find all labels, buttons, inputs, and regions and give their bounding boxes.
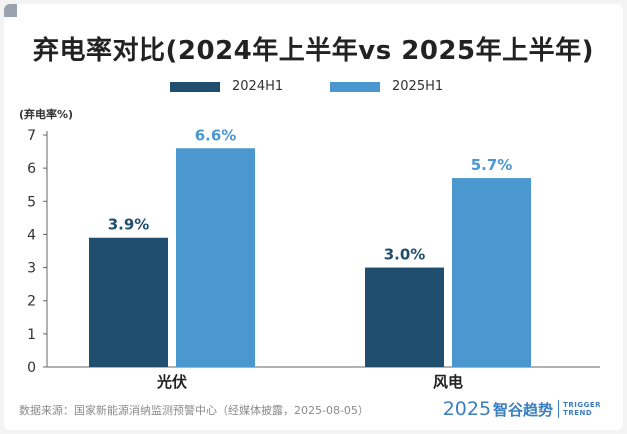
bar <box>452 178 531 367</box>
source-note: 数据来源：国家新能源消纳监测预警中心（经媒体披露，2025-08-05） <box>19 404 369 417</box>
y-tick-label: 7 <box>27 128 36 144</box>
legend: 2024H1 2025H1 <box>0 79 627 99</box>
legend-item-2025h1: 2025H1 <box>330 79 443 94</box>
y-tick-label: 5 <box>27 194 36 210</box>
chart-title: 弃电率对比(2024年上半年vs 2025年上半年) <box>33 36 594 66</box>
legend-swatch-2024h1 <box>170 81 220 92</box>
y-tick-label: 1 <box>27 327 36 343</box>
y-tick-label: 6 <box>27 161 36 177</box>
legend-label-2024h1: 2024H1 <box>232 79 284 94</box>
data-label: 5.7% <box>471 156 513 174</box>
legend-item-2024h1: 2024H1 <box>170 79 283 94</box>
y-tick-label: 0 <box>27 360 36 376</box>
brand-name: 智谷趋势 <box>493 400 554 419</box>
bar <box>89 237 168 367</box>
data-label: 6.6% <box>195 126 237 144</box>
brand-en-line-2: TREND <box>563 409 593 417</box>
y-tick-label: 4 <box>27 227 36 243</box>
bar <box>176 148 255 367</box>
brand-year: 2025 <box>442 398 492 420</box>
y-tick-label: 3 <box>27 261 36 277</box>
x-category-label: 光伏 <box>156 373 187 391</box>
brand-en-line-1: TRIGGER <box>563 401 601 409</box>
data-label: 3.9% <box>108 216 150 234</box>
legend-label-2025h1: 2025H1 <box>392 79 444 94</box>
y-axis-label: (弃电率%) <box>19 108 74 121</box>
brand-english: TRIGGER TREND <box>563 401 601 417</box>
brand-logo: 2025 智谷趋势 TRIGGER TREND <box>443 398 601 420</box>
x-category-label: 风电 <box>433 373 463 391</box>
corner-mark <box>4 4 17 17</box>
y-tick-label: 2 <box>27 294 36 310</box>
data-label: 3.0% <box>384 246 426 264</box>
legend-swatch-2025h1 <box>330 81 380 92</box>
bar <box>365 267 444 367</box>
brand-divider <box>558 400 560 418</box>
